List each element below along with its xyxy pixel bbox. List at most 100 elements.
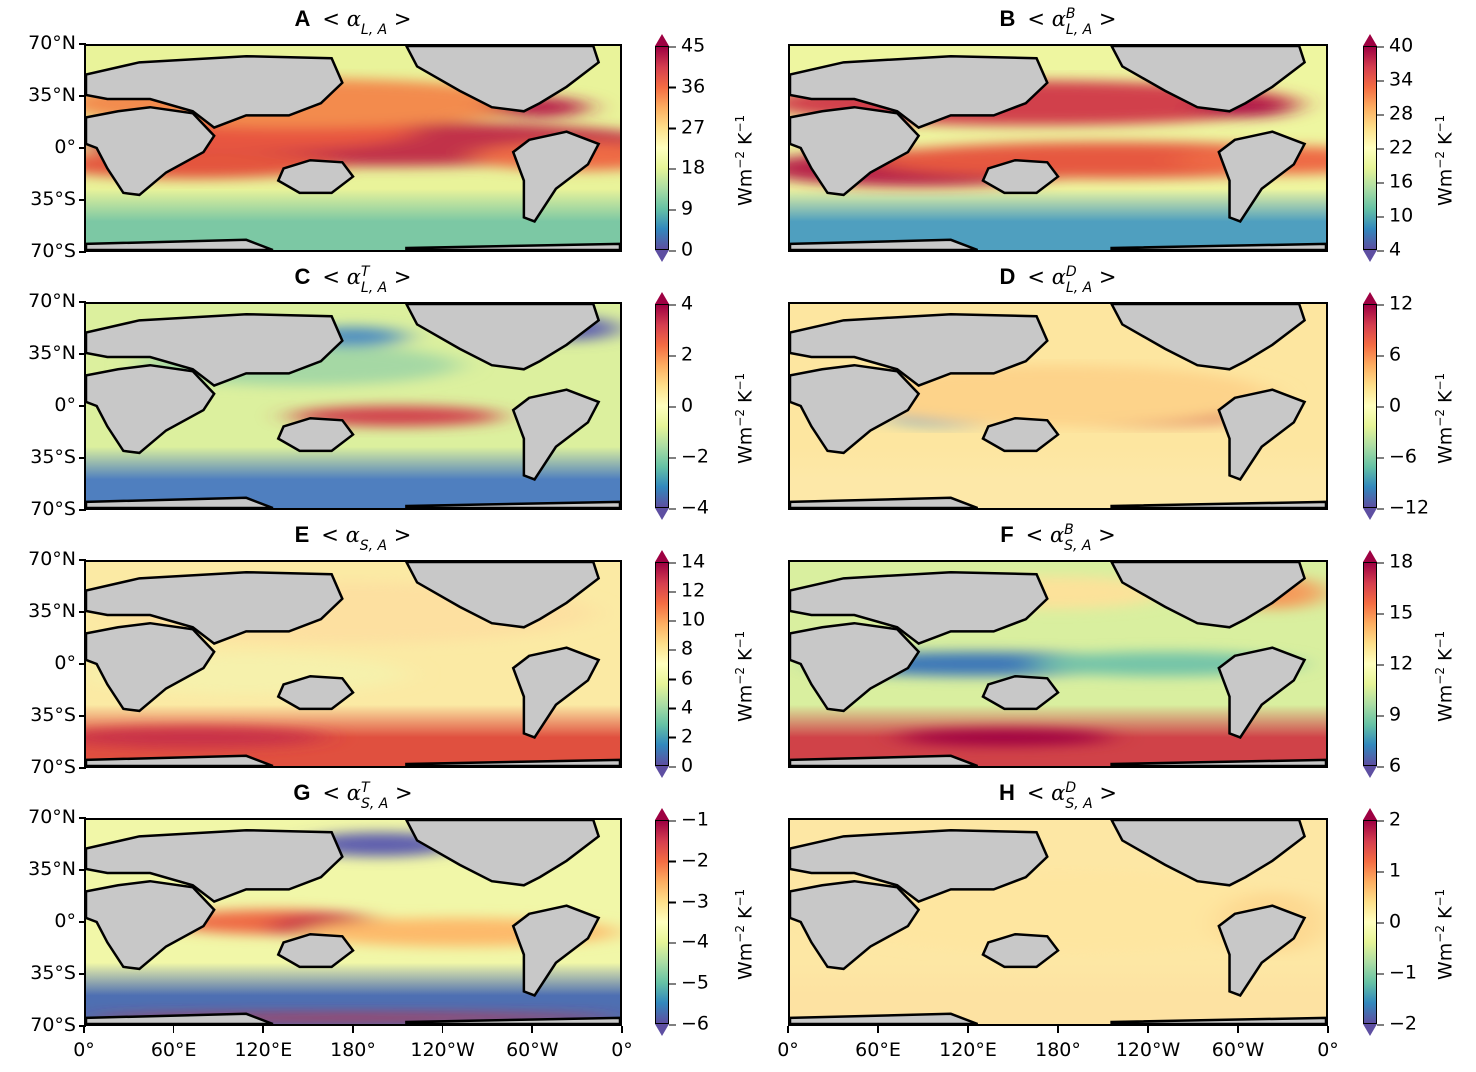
- panel-E-subscript: S, A: [360, 538, 387, 554]
- unit-k-exp: −1: [1433, 630, 1447, 649]
- unit-exp: −2: [733, 667, 747, 685]
- colorbar-tick-label: 0: [669, 240, 693, 260]
- panel-F-bracket-close: >: [1091, 523, 1116, 547]
- colorbar-tick-label: −12: [1377, 498, 1429, 518]
- unit-base: Wm: [1434, 426, 1457, 464]
- lon-tick-mark: [262, 1026, 264, 1033]
- panel-A-subscript: L, A: [361, 22, 387, 38]
- colorbar-tick-label: −2: [669, 447, 709, 467]
- panel-B-colorbar-label: Wm−2 K−1: [1433, 115, 1456, 206]
- panel-H-map: [788, 818, 1328, 1026]
- panel-B-superscript: B: [1065, 6, 1076, 22]
- colorbar-tick-label: 2: [1377, 810, 1401, 830]
- lon-tick-mark: [172, 1026, 175, 1033]
- unit-k: K: [734, 906, 757, 925]
- panel-D-superscript: D: [1065, 264, 1077, 280]
- colorbar-tick-label: −2: [669, 851, 709, 870]
- unit-k-exp: −1: [733, 630, 747, 649]
- colorbar-extend-max-arrow-icon: [1363, 292, 1377, 304]
- unit-k-exp: −1: [733, 114, 747, 133]
- unit-k-exp: −1: [1433, 888, 1447, 907]
- colorbar-gradient: [655, 46, 669, 250]
- colorbar-tick-label: −1: [1377, 963, 1417, 983]
- lon-tick-mark: [83, 1026, 85, 1033]
- lat-tick-label: 70°S: [0, 498, 86, 520]
- colorbar-tick-label: 4: [669, 294, 693, 314]
- unit-k: K: [734, 132, 757, 151]
- colorbar-gradient: [655, 562, 669, 766]
- panel-D-map: [788, 302, 1328, 510]
- colorbar-tick-label: −6: [1377, 447, 1417, 467]
- panel-H-colorbar: 2 1 0 −1 −2: [1363, 808, 1417, 1036]
- panel-C-subscript-text: L, A: [360, 280, 388, 296]
- panel-H-subscript-text: S, A: [1065, 796, 1093, 812]
- panel-C-map: [84, 302, 622, 510]
- panel-B-letter: B: [999, 6, 1016, 31]
- panel-G-letter: G: [293, 780, 311, 805]
- panel-D-symbol: α: [1051, 265, 1066, 289]
- colorbar-tick-label: −5: [669, 973, 709, 993]
- panel-D-subscript-text: L, A: [1065, 280, 1093, 296]
- panel-C-letter: C: [294, 264, 311, 289]
- colorbar-gradient: [655, 304, 669, 508]
- panel-C-bracket-close: >: [387, 265, 412, 289]
- lat-tick-label: 0°: [0, 136, 86, 158]
- lon-tick-mark: [352, 1026, 354, 1033]
- panel-H-colorbar-label: Wm−2 K−1: [1433, 889, 1456, 980]
- colorbar-tick-label: 15: [1377, 603, 1413, 623]
- lat-tick-label: 35°S: [0, 446, 86, 468]
- colorbar-extend-min-arrow-icon: [655, 250, 669, 262]
- unit-base: Wm: [734, 684, 757, 722]
- unit-base: Wm: [1434, 168, 1457, 206]
- unit-base: Wm: [1434, 684, 1457, 722]
- panel-E-bracket-close: >: [387, 523, 412, 547]
- lat-tick-label: 35°N: [0, 600, 86, 622]
- panel-G-symbol: α: [346, 781, 361, 805]
- colorbar-tick-label: 28: [1377, 104, 1413, 124]
- colorbar-tick-label: 34: [1377, 70, 1413, 90]
- colorbar-extend-min-arrow-icon: [1363, 766, 1377, 778]
- colorbar-tick-label: 36: [669, 77, 705, 96]
- lon-tick-label: 0°: [777, 1039, 799, 1061]
- panel-E-bracket-open: <: [321, 523, 346, 547]
- lon-tick-label: 60°W: [506, 1039, 559, 1061]
- panel-E-title: E < αS, A >: [295, 522, 412, 554]
- lon-tick-mark: [1237, 1026, 1239, 1033]
- unit-k: K: [1434, 390, 1457, 409]
- panel-E-letter: E: [294, 522, 310, 547]
- colorbar-extend-min-arrow-icon: [1363, 508, 1377, 520]
- lat-tick-label: 35°N: [0, 858, 86, 880]
- colorbar-tick-label: 0: [669, 756, 693, 776]
- colorbar-extend-max-arrow-icon: [655, 34, 669, 46]
- lon-tick-mark: [967, 1026, 969, 1033]
- lat-tick-label: 0°: [0, 394, 86, 416]
- colorbar-tick-label: 8: [669, 639, 693, 659]
- lon-tick-label: 120°E: [234, 1039, 293, 1061]
- colorbar-extend-min-arrow-icon: [655, 1024, 669, 1036]
- panel-E-colorbar-label: Wm−2 K−1: [733, 631, 756, 722]
- lon-tick-label: 60°E: [150, 1039, 197, 1061]
- colorbar-tick-label: 45: [669, 36, 705, 56]
- panel-F-subscript-text: S, A: [1064, 538, 1092, 554]
- panel-C-symbol: α: [346, 265, 361, 289]
- lat-tick-label: 70°N: [0, 32, 86, 54]
- colorbar-tick-label: −6: [669, 1014, 709, 1034]
- lat-tick-label: 70°N: [0, 806, 86, 828]
- lon-tick-label: 120°W: [1115, 1039, 1181, 1061]
- colorbar-tick-label: 12: [669, 581, 705, 601]
- panel-G-superscript: T: [360, 780, 370, 796]
- panel-G-map: [84, 818, 622, 1026]
- panel-A-subscript-text: L, A: [360, 22, 388, 38]
- panel-F-bracket-open: <: [1025, 523, 1050, 547]
- panel-E-colorbar: 14 12 10 8 6 4 2 0: [655, 550, 705, 778]
- panel-H-bracket-open: <: [1026, 781, 1052, 805]
- lat-tick-label: 0°: [0, 652, 86, 674]
- unit-base: Wm: [734, 942, 757, 980]
- lon-tick-mark: [1057, 1026, 1059, 1033]
- panel-H-symbol: α: [1051, 781, 1066, 805]
- colorbar-tick-label: 4: [669, 698, 693, 717]
